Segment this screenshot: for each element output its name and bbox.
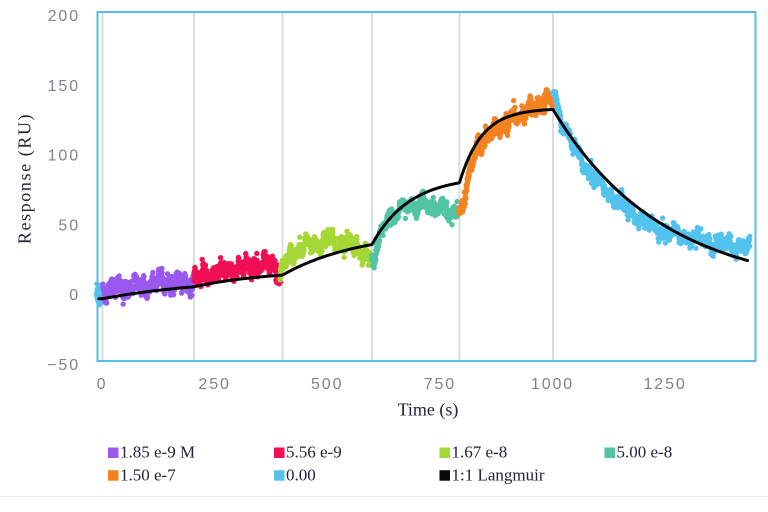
svg-text:0: 0 xyxy=(69,287,80,304)
svg-text:1.85 e-9 M: 1.85 e-9 M xyxy=(120,443,195,462)
svg-text:100: 100 xyxy=(48,148,80,165)
svg-text:1000: 1000 xyxy=(531,376,574,393)
svg-text:1.50 e-7: 1.50 e-7 xyxy=(120,465,176,484)
svg-text:750: 750 xyxy=(424,376,456,393)
svg-text:Response (RU): Response (RU) xyxy=(15,113,36,244)
svg-text:5.56 e-9: 5.56 e-9 xyxy=(286,443,342,462)
svg-text:250: 250 xyxy=(198,376,230,393)
svg-text:−50: −50 xyxy=(47,357,80,374)
svg-text:0: 0 xyxy=(97,376,108,393)
svg-text:0.00: 0.00 xyxy=(286,465,316,484)
svg-text:200: 200 xyxy=(48,8,80,25)
svg-text:1.67 e-8: 1.67 e-8 xyxy=(452,443,508,462)
svg-text:1250: 1250 xyxy=(643,376,686,393)
svg-text:5.00 e-8: 5.00 e-8 xyxy=(617,443,673,462)
svg-text:150: 150 xyxy=(48,78,80,95)
svg-text:Time (s): Time (s) xyxy=(398,400,459,421)
svg-text:50: 50 xyxy=(58,217,80,234)
svg-text:500: 500 xyxy=(311,376,343,393)
svg-text:1:1 Langmuir: 1:1 Langmuir xyxy=(452,465,545,484)
